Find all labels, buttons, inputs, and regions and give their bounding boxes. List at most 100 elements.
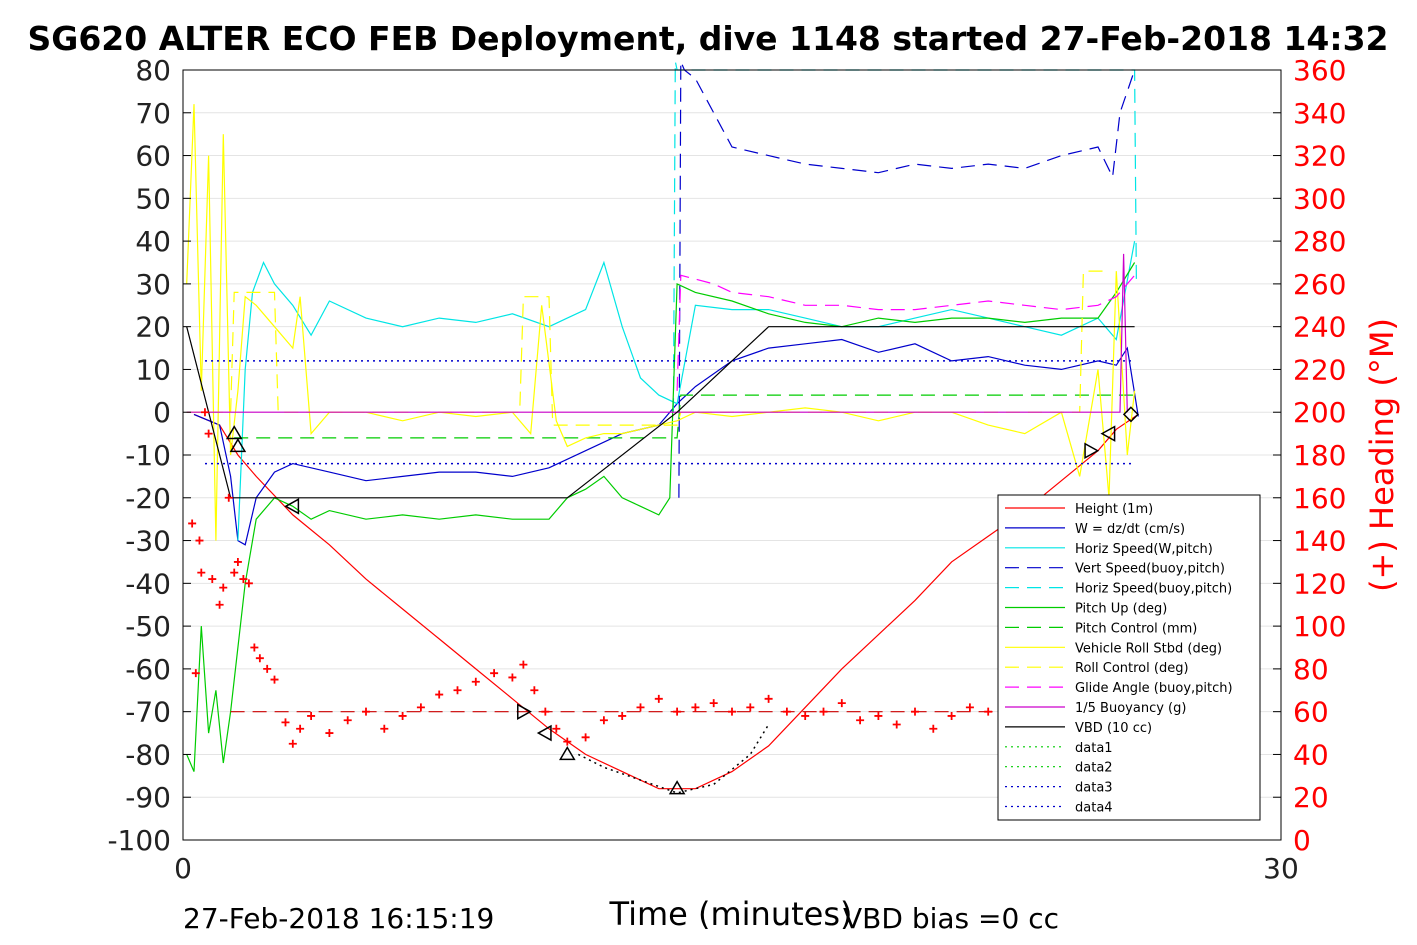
heading-point: [490, 669, 499, 678]
heading-point: [224, 493, 233, 502]
heading-point: [552, 724, 561, 733]
heading-point: [416, 703, 425, 712]
legend-label: Pitch Up (deg): [1075, 602, 1167, 617]
heading-point: [244, 579, 253, 588]
heading-point: [325, 729, 334, 738]
heading-point: [691, 703, 700, 712]
legend-box: [997, 494, 1261, 821]
triangle-marker: [225, 425, 243, 440]
y-tick-label: 20: [135, 311, 171, 344]
heading-point: [380, 724, 389, 733]
heading-point: [911, 707, 919, 716]
heading-point: [530, 686, 539, 695]
heading-point: [307, 711, 316, 720]
heading-point: [250, 643, 259, 652]
legend-label: Vert Speed(buoy,pitch): [1075, 562, 1225, 577]
heading-point: [984, 707, 993, 716]
triangle-marker: [1100, 425, 1116, 442]
axis-ticks: 80706050403020100-10-20-30-40-50-60-70-8…: [107, 54, 1346, 885]
y2-tick-label: 120: [1293, 567, 1346, 600]
heading-point: [508, 673, 517, 682]
series-height-1m: [193, 413, 1139, 790]
heading-point: [288, 739, 297, 748]
heading-point: [398, 711, 407, 720]
heading-point: [191, 669, 200, 678]
y-tick-label: -90: [125, 781, 171, 814]
y2-tick-label: 300: [1293, 182, 1346, 215]
legend-label: 1/5 Buoyancy (g): [1075, 701, 1186, 716]
triangle-marker: [229, 437, 247, 453]
series-vert-speed-buoy-pitch: [678, 61, 1136, 498]
heading-point: [581, 733, 590, 742]
heading-point: [255, 654, 264, 663]
y2-tick-label: 140: [1293, 525, 1346, 558]
y-tick-label: -60: [125, 653, 171, 686]
series-bottom-track: [577, 724, 770, 794]
heading-point: [453, 686, 462, 695]
y2-tick-label: 220: [1293, 353, 1346, 386]
x-axis-label: Time (minutes): [609, 895, 853, 933]
y2-tick-label: 280: [1293, 225, 1346, 258]
y-tick-label: 70: [135, 97, 171, 130]
legend-label: data1: [1075, 741, 1113, 756]
y2-axis-label: (+) Heading (°M): [1363, 318, 1401, 592]
legend-label: W = dz/dt (cm/s): [1075, 522, 1185, 537]
heading-point: [435, 690, 444, 699]
series-roll-control-deg: [186, 270, 1106, 426]
heading-point: [219, 583, 228, 592]
heading-point: [618, 711, 627, 720]
y-tick-label: 60: [135, 140, 171, 173]
y-tick-label: -70: [125, 696, 171, 729]
series-1-5-buoyancy-g: [186, 253, 1128, 413]
legend-label: data3: [1075, 781, 1113, 796]
heading-point: [764, 694, 773, 703]
heading-point: [197, 568, 206, 577]
series-pitch-up-deg: [186, 262, 1136, 772]
triangle-marker: [284, 498, 300, 515]
triangle-markers: [225, 406, 1140, 795]
heading-point: [874, 711, 883, 720]
y-tick-label: -50: [125, 610, 171, 643]
heading-point: [204, 429, 213, 438]
heading-point: [270, 675, 279, 684]
y2-tick-label: 180: [1293, 439, 1346, 472]
y-tick-label: -20: [125, 482, 171, 515]
legend-label: Vehicle Roll Stbd (deg): [1075, 641, 1222, 656]
heading-point: [599, 716, 608, 725]
heading-point: [362, 707, 370, 716]
legend-label: Horiz Speed(W,pitch): [1075, 542, 1213, 557]
heading-point: [281, 718, 290, 727]
heading-point: [746, 703, 755, 712]
triangle-marker: [536, 724, 552, 742]
legend-label: Pitch Control (mm): [1075, 621, 1197, 636]
y2-tick-label: 340: [1293, 97, 1346, 130]
y2-tick-label: 60: [1293, 696, 1329, 729]
heading-markers: [188, 408, 1102, 772]
triangle-marker: [1122, 406, 1140, 423]
y-tick-label: 80: [135, 54, 171, 87]
series-pitch-control-mm: [234, 394, 1135, 439]
heading-point: [856, 716, 865, 725]
y-tick-label: -30: [125, 525, 171, 558]
heading-point: [965, 703, 974, 712]
triangle-marker: [1084, 442, 1100, 459]
heading-point: [471, 677, 480, 686]
y2-tick-label: 100: [1293, 610, 1346, 643]
legend-label: data2: [1075, 761, 1113, 776]
heading-point: [728, 707, 736, 716]
heading-point: [541, 707, 550, 716]
series-glide-angle-buoy-pitch: [676, 274, 1136, 391]
series-vehicle-roll-stbd-deg: [186, 104, 1136, 541]
y-tick-label: 0: [153, 396, 171, 429]
series-horiz-speed-buoy-pitch: [672, 61, 1138, 413]
legend-label: Horiz Speed(buoy,pitch): [1075, 582, 1232, 597]
y2-tick-label: 80: [1293, 653, 1329, 686]
triangle-marker: [558, 745, 576, 761]
heading-point: [200, 408, 209, 417]
heading-point: [563, 737, 572, 746]
legend: Height (1m) W = dz/dt (cm/s) Horiz Speed(W…: [997, 494, 1261, 821]
heading-point: [195, 536, 204, 545]
heading-point: [709, 699, 718, 708]
x-tick-label: 30: [1263, 852, 1299, 885]
